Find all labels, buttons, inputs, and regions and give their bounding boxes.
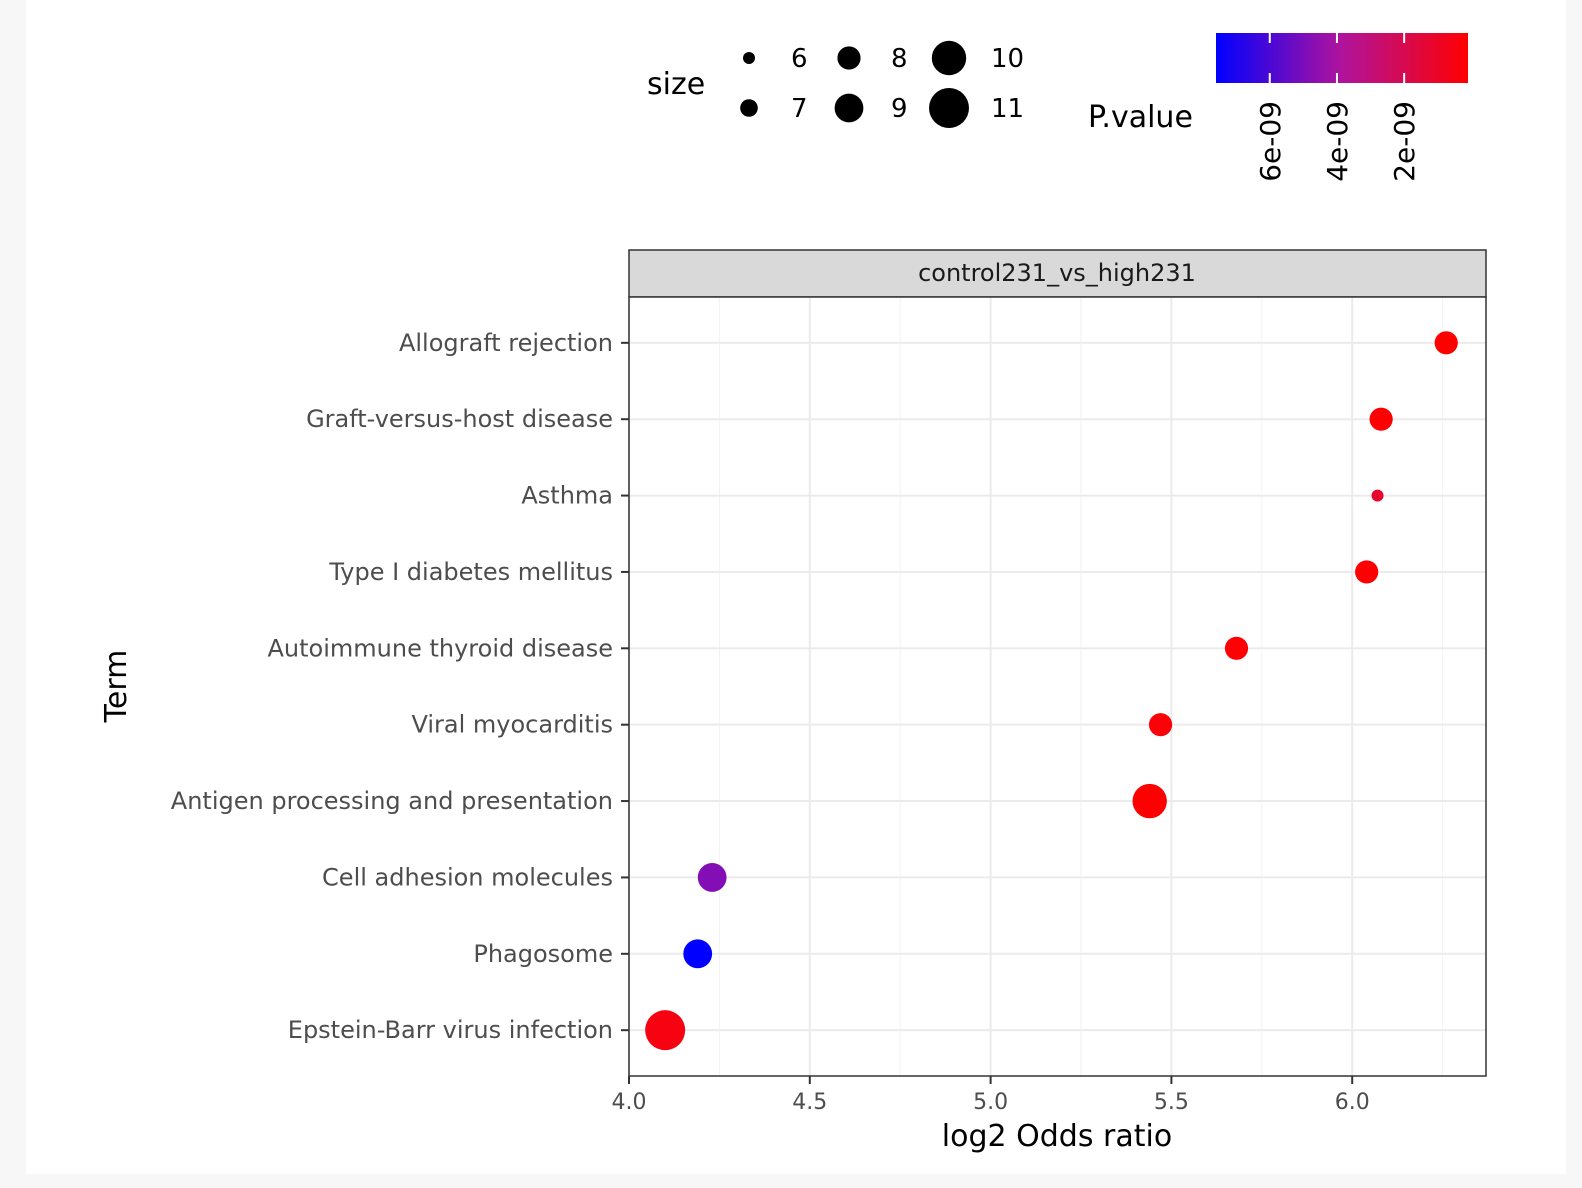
y-tick-label: Type I diabetes mellitus <box>328 558 613 586</box>
data-point <box>697 863 727 892</box>
size-legend-label: 8 <box>891 44 908 74</box>
x-tick-label: 5.0 <box>973 1090 1008 1115</box>
panel-border <box>628 296 1487 1077</box>
y-tick-label: Cell adhesion molecules <box>322 863 613 891</box>
colorbar-tick-label: 2e-09 <box>1388 101 1421 182</box>
y-axis-title: Term <box>99 650 134 724</box>
facet-strip: control231_vs_high231 <box>628 249 1487 298</box>
colorbar-ticks: 6e-09 4e-09 2e-09 <box>1254 33 1421 182</box>
gridlines <box>628 297 1486 1076</box>
size-legend-label: 9 <box>891 94 908 124</box>
y-axis: Allograft rejection Graft-versus-host dis… <box>171 329 629 1044</box>
size-legend-key <box>837 46 861 70</box>
data-point <box>1369 407 1393 431</box>
y-tick-label: Autoimmune thyroid disease <box>268 634 614 662</box>
y-tick-label: Viral myocarditis <box>411 711 613 739</box>
y-tick-label: Phagosome <box>473 940 613 968</box>
color-legend-title: P.value <box>1088 100 1193 135</box>
size-legend-key <box>834 93 864 123</box>
size-legend: size 6 7 8 9 10 11 <box>647 40 1024 128</box>
y-tick-label: Graft-versus-host disease <box>306 405 613 433</box>
size-legend-key <box>743 52 755 64</box>
x-tick-label: 5.5 <box>1154 1090 1189 1115</box>
size-legend-title: size <box>647 67 705 102</box>
data-point <box>1148 713 1173 737</box>
facet-strip-label: control231_vs_high231 <box>918 259 1196 287</box>
x-axis: 4.0 4.5 5.0 5.5 6.0 <box>612 1076 1370 1115</box>
data-points <box>645 331 1458 1051</box>
data-point <box>1355 560 1379 584</box>
data-point <box>1224 636 1249 660</box>
color-legend: P.value 6e-09 4e-09 2e-09 <box>1088 33 1468 182</box>
x-axis-title: log2 Odds ratio <box>942 1119 1172 1154</box>
data-point <box>1371 489 1384 502</box>
facet-strip-background <box>628 249 1487 298</box>
data-point <box>1434 331 1458 355</box>
size-legend-label: 6 <box>791 44 808 74</box>
y-tick-label: Asthma <box>521 482 613 510</box>
size-legend-key <box>929 88 969 128</box>
data-point <box>1132 783 1167 819</box>
data-point <box>645 1010 686 1051</box>
x-tick-label: 4.0 <box>612 1090 647 1115</box>
size-legend-key <box>740 99 758 117</box>
y-tick-label: Epstein-Barr virus infection <box>288 1016 613 1044</box>
size-legend-label: 11 <box>991 94 1024 124</box>
colorbar-tick-label: 4e-09 <box>1321 101 1354 182</box>
x-tick-label: 4.5 <box>792 1090 827 1115</box>
size-legend-label: 10 <box>991 44 1024 74</box>
y-tick-label: Antigen processing and presentation <box>171 787 613 815</box>
data-point <box>683 939 713 969</box>
size-legend-key <box>931 40 967 76</box>
y-tick-label: Allograft rejection <box>399 329 613 357</box>
plot-panel <box>628 296 1487 1077</box>
colorbar-tick-label: 6e-09 <box>1254 101 1287 182</box>
x-tick-label: 6.0 <box>1335 1090 1370 1115</box>
size-legend-label: 7 <box>791 94 808 124</box>
panel-background <box>629 297 1486 1076</box>
chart-page: size 6 7 8 9 10 11 P.value 6e-09 4e-09 2e-09 co… <box>26 0 1566 1174</box>
size-legend-entries: 6 7 8 9 10 11 <box>740 40 1024 128</box>
dot-plot-chart: size 6 7 8 9 10 11 P.value 6e-09 4e-09 2e-09 co… <box>99 33 1487 1154</box>
colorbar <box>1216 33 1468 83</box>
